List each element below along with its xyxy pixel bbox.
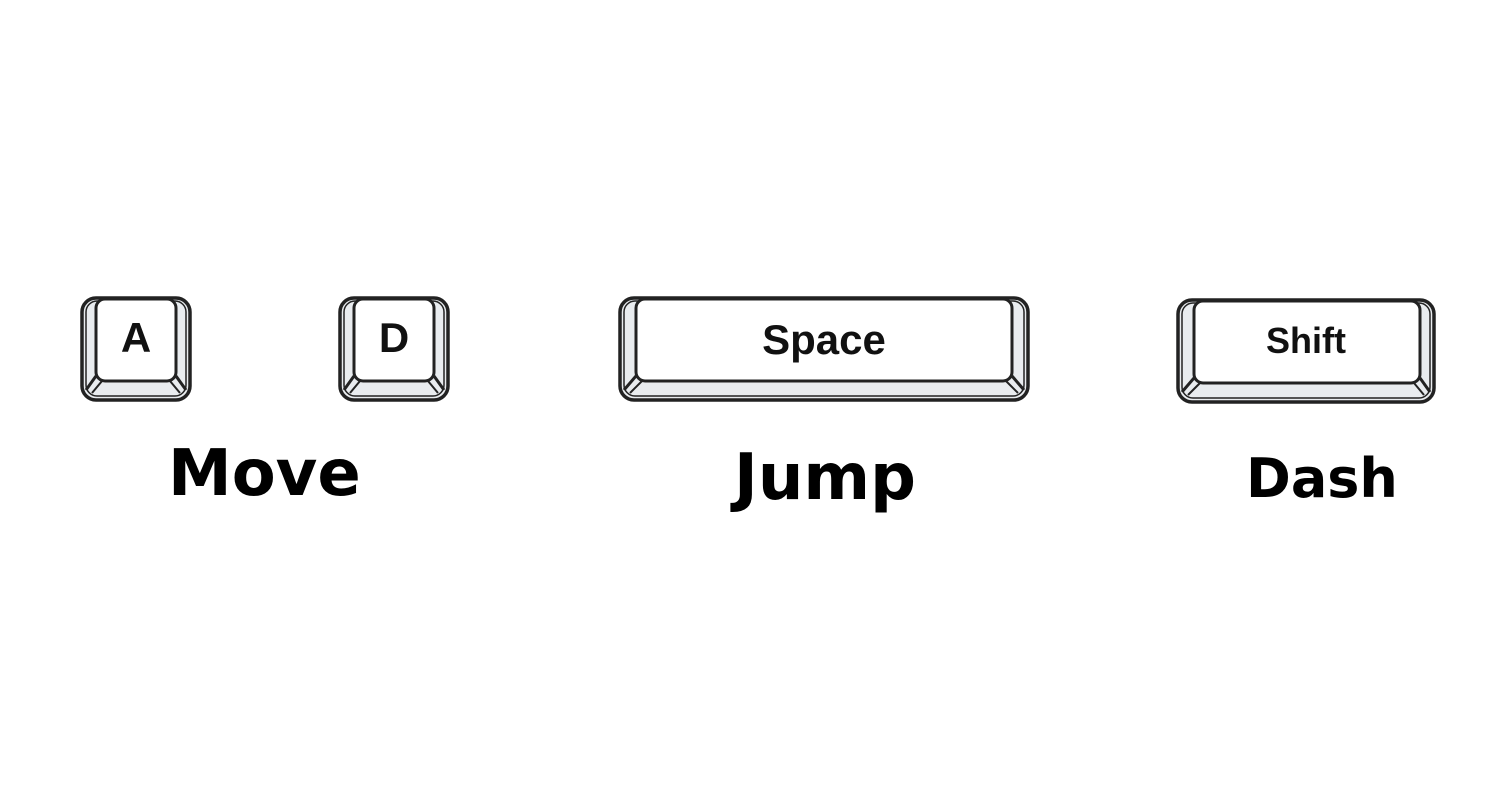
key-a-label: A <box>120 314 152 361</box>
key-shift-label: Shift <box>1266 320 1346 361</box>
move-label: Move <box>168 437 361 511</box>
key-d-shape <box>338 296 450 402</box>
key-d-label: D <box>378 314 410 361</box>
key-shift-shape <box>1176 298 1436 404</box>
jump-label: Jump <box>734 441 916 515</box>
key-space-shape <box>618 296 1030 402</box>
dash-label: Dash <box>1246 447 1398 510</box>
key-space: Space <box>618 296 1030 402</box>
key-d: D <box>338 296 450 402</box>
key-shift: Shift <box>1176 298 1436 404</box>
key-space-label: Space <box>762 316 886 363</box>
key-a-shape <box>80 296 192 402</box>
key-a: A <box>80 296 192 402</box>
